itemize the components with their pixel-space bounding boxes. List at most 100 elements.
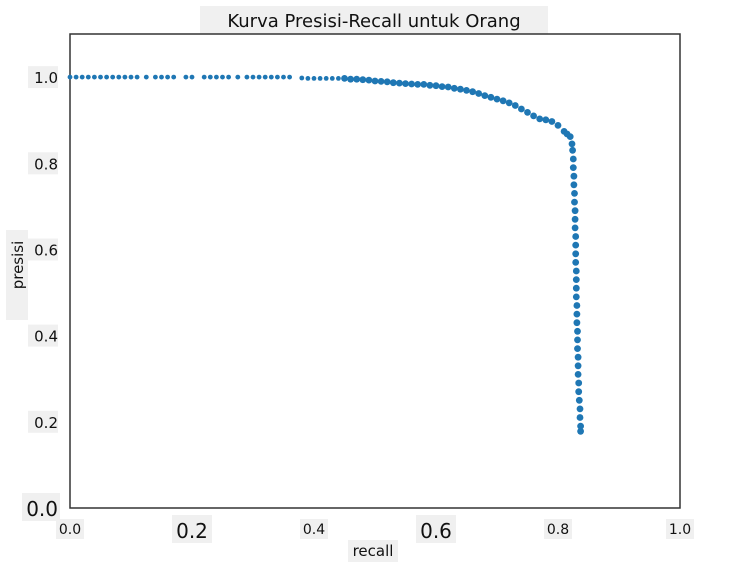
data-point xyxy=(426,81,434,89)
x-tick-label: 0.0 xyxy=(59,522,81,538)
chart-title: Kurva Presisi-Recall untuk Orang xyxy=(227,11,520,32)
data-point xyxy=(347,75,354,83)
data-point xyxy=(299,75,305,81)
data-point xyxy=(572,276,580,283)
data-point xyxy=(493,95,501,103)
data-point xyxy=(153,74,158,80)
data-point xyxy=(371,77,379,85)
y-tick-label: 0.4 xyxy=(34,328,58,346)
data-point xyxy=(574,362,582,370)
data-point xyxy=(329,76,335,81)
data-point xyxy=(573,310,581,318)
data-point xyxy=(305,76,311,81)
data-point xyxy=(572,267,580,275)
x-tick-label: 0.2 xyxy=(176,519,208,543)
x-tick-label-background xyxy=(172,515,212,543)
x-label-background xyxy=(348,540,398,562)
x-tick-label: 0.4 xyxy=(303,522,325,538)
data-point xyxy=(104,74,109,80)
data-point xyxy=(487,93,495,101)
data-point xyxy=(570,181,578,189)
data-point xyxy=(572,293,580,301)
data-point xyxy=(220,74,225,80)
data-point xyxy=(499,97,507,105)
data-point xyxy=(575,379,583,387)
data-point xyxy=(576,405,584,413)
x-tick-label-background xyxy=(56,519,84,539)
x-tick-label-background xyxy=(544,519,572,539)
data-point xyxy=(268,74,274,80)
y-tick-label: 0.6 xyxy=(34,242,58,260)
y-tick-label-background xyxy=(22,493,60,521)
data-point xyxy=(577,427,584,435)
data-point xyxy=(574,336,581,344)
data-point xyxy=(524,109,531,116)
data-point xyxy=(481,92,489,99)
data-point xyxy=(570,172,578,180)
x-tick-label-background xyxy=(300,519,328,539)
data-point xyxy=(317,76,323,81)
data-point xyxy=(92,74,97,80)
data-point xyxy=(572,241,580,249)
data-point xyxy=(110,74,116,80)
data-point xyxy=(377,78,385,85)
data-point xyxy=(98,74,103,80)
y-tick-label-background xyxy=(28,410,58,433)
data-point xyxy=(207,74,213,80)
data-point xyxy=(577,422,584,430)
data-point xyxy=(262,74,268,80)
data-point xyxy=(183,74,189,80)
x-tick-label: 0.8 xyxy=(547,522,569,538)
data-point xyxy=(165,74,171,80)
data-point xyxy=(201,74,207,80)
data-point xyxy=(214,74,219,80)
data-point xyxy=(159,74,164,80)
x-tick-label-background xyxy=(666,519,694,539)
data-point xyxy=(171,74,177,80)
data-point xyxy=(457,85,464,93)
data-point xyxy=(383,78,391,86)
title-background xyxy=(200,6,548,34)
data-point xyxy=(554,122,562,129)
data-point xyxy=(518,105,525,113)
data-point xyxy=(450,84,458,92)
data-point xyxy=(574,371,582,378)
data-point xyxy=(402,80,409,87)
data-point xyxy=(389,79,397,87)
data-point xyxy=(572,250,580,258)
data-point xyxy=(573,302,581,309)
data-point xyxy=(275,74,280,80)
y-tick-label: 0.8 xyxy=(34,155,58,173)
data-point xyxy=(571,215,579,223)
data-point xyxy=(396,79,403,87)
data-point xyxy=(85,74,91,80)
data-point xyxy=(73,74,79,80)
data-point xyxy=(281,74,286,80)
data-point xyxy=(336,76,341,81)
data-point xyxy=(536,115,544,123)
y-tick-label-background xyxy=(28,238,58,261)
data-point xyxy=(226,74,232,80)
data-point xyxy=(573,319,581,327)
data-point xyxy=(438,83,446,90)
y-tick-label: 1.0 xyxy=(34,69,58,87)
data-point xyxy=(542,116,550,124)
y-label-background xyxy=(6,230,28,320)
y-tick-label-background xyxy=(28,324,58,347)
data-point xyxy=(569,164,577,172)
data-point xyxy=(566,133,574,141)
data-point xyxy=(244,74,250,80)
x-tick-label-background xyxy=(416,515,456,543)
data-point xyxy=(353,75,361,83)
data-point xyxy=(143,74,149,80)
x-tick-label: 0.6 xyxy=(420,519,452,543)
data-point xyxy=(574,353,582,361)
x-axis-label: recall xyxy=(353,542,394,560)
data-point xyxy=(469,88,476,96)
data-point xyxy=(408,80,415,88)
data-point xyxy=(505,99,513,107)
y-tick-label-background xyxy=(28,152,58,175)
data-point xyxy=(572,284,580,292)
x-tick-labels: 0.0 0.2 0.4 0.6 0.8 1.0 xyxy=(56,515,694,543)
data-point xyxy=(122,74,128,80)
